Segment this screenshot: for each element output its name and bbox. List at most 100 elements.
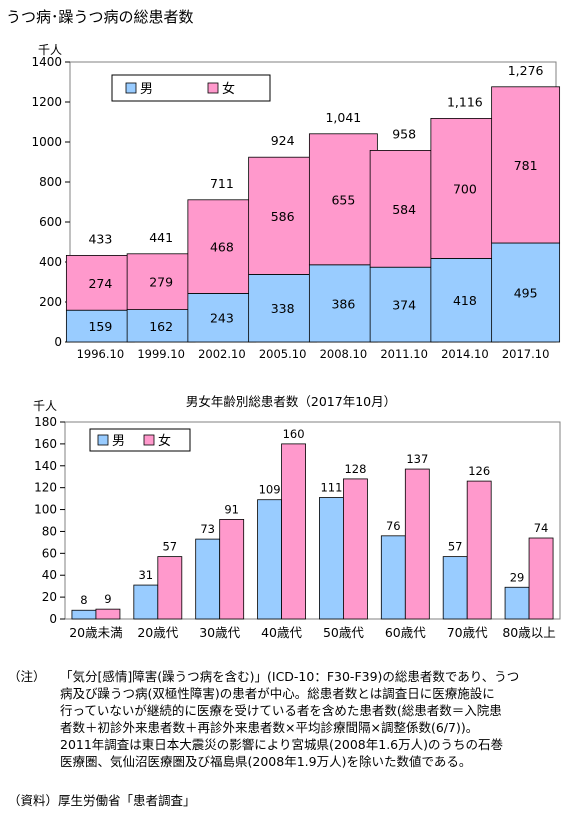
y-tick-label: 160: [34, 437, 57, 451]
bar-male: [504, 586, 530, 620]
footnote-line: 病及び躁うつ病(双極性障害)の患者が中心。総患者数とは調査日に医療施設に: [60, 686, 495, 701]
legend-label-male: 男: [112, 434, 125, 449]
y-tick-label: 1000: [31, 135, 62, 149]
y-tick-label: 80: [42, 524, 57, 538]
bar-female: [187, 199, 257, 294]
bar-female: [528, 537, 554, 620]
x-tick-label: 50歳代: [323, 625, 364, 640]
source-note: （資料）厚生労働省「患者調査」: [8, 793, 196, 808]
bar-male: [71, 609, 97, 620]
data-label-female: 57: [162, 540, 177, 554]
y-tick-label: 120: [34, 481, 57, 495]
legend-label-female: 女: [222, 81, 235, 97]
x-tick-label: 80歳以上: [502, 625, 555, 640]
legend-swatch-male: [125, 82, 137, 94]
bar-female: [308, 133, 378, 266]
total-label: 958: [392, 126, 416, 141]
bar-female: [404, 468, 430, 620]
x-tick-label: 20歳代: [137, 625, 178, 640]
y-tick-label: 1400: [31, 55, 62, 69]
bar-female: [126, 253, 196, 311]
y-tick-label: 100: [34, 503, 57, 517]
y-tick-label: 140: [34, 459, 57, 473]
data-label-male: 8: [80, 593, 87, 607]
x-tick-label: 2002.10: [198, 347, 246, 361]
bar-female: [219, 519, 245, 620]
plot-frame: [64, 421, 561, 620]
data-label-female: 91: [224, 502, 239, 516]
data-label-male: 418: [453, 293, 477, 308]
x-tick-label: 2017.10: [502, 347, 550, 361]
data-label-female: 586: [271, 209, 295, 224]
y-tick-label: 0: [54, 335, 62, 349]
data-label-male: 76: [386, 519, 401, 533]
data-label-male: 111: [320, 481, 342, 495]
age-gender-chart: 男女年齢別総患者数（2017年10月） 0 20 40 60 80 100 120 140 160…: [33, 395, 561, 640]
data-label-female: 655: [331, 192, 355, 207]
y-unit-label: 千人: [38, 43, 62, 57]
data-label-male: 386: [331, 296, 355, 311]
y-tick-label: 1200: [31, 95, 62, 109]
data-label-female: 279: [149, 275, 173, 290]
data-label-female: 74: [534, 521, 549, 535]
y-tick-label: 180: [34, 415, 57, 429]
bar-female: [281, 443, 306, 620]
chart-title: 男女年齢別総患者数（2017年10月）: [186, 395, 396, 409]
data-label-female: 126: [468, 464, 490, 478]
data-label-male: 29: [510, 570, 525, 584]
data-label-male: 57: [448, 540, 463, 554]
x-tick-label: 2008.10: [320, 347, 368, 361]
data-label-female: 781: [514, 158, 538, 173]
data-label-female: 700: [453, 181, 477, 196]
total-label: 433: [88, 231, 112, 246]
bar-female: [248, 156, 318, 275]
data-label-female: 137: [406, 452, 428, 466]
bar-male: [430, 257, 500, 343]
data-label-female: 9: [104, 592, 111, 606]
bar-male: [442, 556, 468, 620]
bar-female: [491, 86, 561, 244]
legend-box: [89, 428, 191, 452]
bar-female: [95, 608, 121, 620]
x-tick-label: 20歳未満: [69, 625, 122, 640]
data-label-male: 31: [138, 568, 153, 582]
data-label-male: 109: [259, 483, 281, 497]
legend-swatch-male: [97, 434, 109, 446]
y-tick-label: 0: [49, 612, 57, 626]
legend-label-male: 男: [140, 82, 153, 97]
y-tick-label: 800: [39, 175, 62, 189]
legend-label-female: 女: [158, 433, 171, 449]
footnote-line: 2011年調査は東日本大震災の影響により宮城県(2008年1.6万人)のうちの石…: [60, 737, 504, 752]
x-tick-label: 70歳代: [447, 625, 488, 640]
x-tick-label: 40歳代: [261, 625, 302, 640]
footnote-line: 行っていないが継続的に医療を受けている者を含めた患者数(総患者数＝入院患: [60, 703, 502, 718]
data-label-male: 159: [88, 319, 112, 334]
footnote: （注） 「気分[感情]障害(躁うつ病を含む)」(ICD-10：F30-F39)の…: [8, 668, 578, 770]
bar-female: [430, 118, 500, 259]
data-label-female: 128: [344, 462, 366, 476]
bar-male: [380, 535, 406, 620]
x-tick-label: 1999.10: [137, 347, 185, 361]
data-label-male: 162: [149, 319, 173, 334]
total-label: 1,041: [325, 110, 361, 125]
total-label: 924: [271, 133, 295, 148]
y-tick-label: 600: [39, 215, 62, 229]
page-title: うつ病･躁うつ病の総患者数: [6, 8, 194, 26]
bar-male: [308, 264, 378, 343]
footnote-line: 者数＋初診外来患者数＋再診外来患者数×平均診療間隔×調整係数(6/7))。: [60, 720, 479, 735]
data-label-female: 160: [283, 427, 305, 441]
bar-male: [133, 584, 159, 620]
footnote-line: 「気分[感情]障害(躁うつ病を含む)」(ICD-10：F30-F39)の総患者数…: [60, 669, 520, 684]
bar-male: [257, 499, 282, 620]
legend-swatch-female: [143, 434, 155, 446]
data-label-female: 274: [88, 276, 112, 291]
bar-female: [65, 254, 135, 311]
legend-box: [111, 74, 271, 102]
y-tick-label: 400: [39, 255, 62, 269]
bar-female: [369, 150, 439, 268]
y-tick-label: 60: [42, 546, 57, 560]
bar-female: [157, 556, 183, 620]
bar-male: [65, 309, 135, 343]
data-label-male: 243: [210, 311, 234, 326]
